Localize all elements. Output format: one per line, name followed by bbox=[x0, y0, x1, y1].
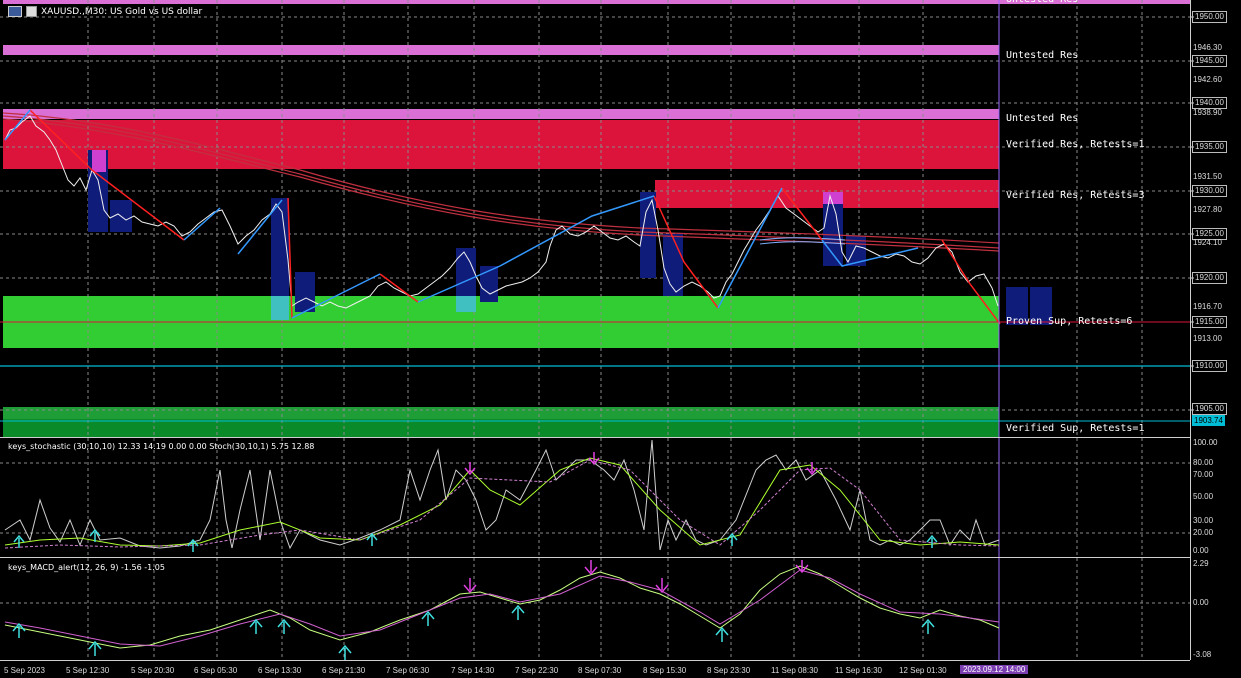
macd-line bbox=[4, 565, 1000, 649]
stoch-main-line bbox=[4, 439, 1000, 551]
price-label: 1942.60 bbox=[1193, 75, 1222, 84]
price-label: 1905.00 bbox=[1192, 403, 1227, 415]
zone-label-proven-sup: Proven Sup, Retests=6 bbox=[1006, 316, 1133, 327]
stoch-dashed-line bbox=[4, 459, 1000, 549]
price-label: 1935.00 bbox=[1192, 141, 1227, 153]
ma-blue-lines bbox=[759, 237, 846, 245]
macd-up-arrows bbox=[12, 604, 935, 660]
main-pane[interactable] bbox=[0, 0, 1190, 437]
price-label: 1950.00 bbox=[1192, 11, 1227, 23]
zone-label-verified-res-1: Verified Res, Retests=1 bbox=[1006, 139, 1145, 150]
chart-window-icon[interactable] bbox=[26, 6, 37, 17]
stoch-signal-line bbox=[4, 457, 1000, 547]
price-label: 1938.90 bbox=[1193, 108, 1222, 117]
macd-axis-label: 0.00 bbox=[1193, 598, 1209, 607]
price-label: 1931.50 bbox=[1193, 172, 1222, 181]
time-label: 7 Sep 14:30 bbox=[451, 666, 495, 675]
macd-down-arrows bbox=[463, 560, 809, 594]
time-label: 7 Sep 06:30 bbox=[386, 666, 430, 675]
price-label: 1925.00 bbox=[1192, 228, 1227, 240]
time-label: 8 Sep 15:30 bbox=[643, 666, 687, 675]
cursor-time-label: 2023.09.12 14:00 bbox=[960, 665, 1029, 674]
time-label: 8 Sep 23:30 bbox=[707, 666, 751, 675]
time-label: 7 Sep 22:30 bbox=[515, 666, 559, 675]
untested-res-zone-1946 bbox=[3, 45, 999, 55]
time-label: 12 Sep 01:30 bbox=[899, 666, 947, 675]
stoch-axis-label: 70.00 bbox=[1193, 470, 1214, 479]
time-label: 11 Sep 16:30 bbox=[835, 666, 883, 675]
time-label: 5 Sep 2023 bbox=[4, 666, 45, 675]
time-label: 8 Sep 07:30 bbox=[578, 666, 622, 675]
untested-res-zone-1939 bbox=[3, 109, 999, 119]
zone-label-verified-res-3: Verified Res, Retests=3 bbox=[1006, 190, 1145, 201]
pane-separators bbox=[0, 0, 1191, 661]
current-price-label: 1903.74 bbox=[1192, 415, 1225, 426]
macd-pane[interactable] bbox=[0, 565, 1190, 649]
price-label: 1920.00 bbox=[1192, 272, 1227, 284]
stoch-axis-label: 20.00 bbox=[1193, 528, 1214, 537]
price-label: 1946.30 bbox=[1193, 43, 1222, 52]
macd-indicator-label: keys_MACD_alert(12, 26, 9) -1.56 -1.05 bbox=[8, 563, 165, 572]
stoch-axis-label: 50.00 bbox=[1193, 492, 1214, 501]
price-label: 1945.00 bbox=[1192, 55, 1227, 67]
chart-title: XAUUSD.,M30: US Gold vs US dollar bbox=[8, 6, 202, 17]
macd-axis-label: -3.08 bbox=[1193, 650, 1212, 659]
stoch-up-arrows bbox=[13, 528, 938, 552]
macd-axis-label: 2.29 bbox=[1193, 559, 1209, 568]
stoch-axis-label: 30.00 bbox=[1193, 516, 1214, 525]
stoch-axis-label: 100.00 bbox=[1193, 438, 1218, 447]
time-label: 5 Sep 20:30 bbox=[131, 666, 175, 675]
stoch-axis-label: 80.00 bbox=[1193, 458, 1214, 467]
price-label: 1927.80 bbox=[1193, 205, 1222, 214]
stoch-down-arrows bbox=[464, 452, 818, 476]
price-label: 1915.00 bbox=[1192, 316, 1227, 328]
price-label: 1940.00 bbox=[1192, 97, 1227, 109]
price-label: 1916.70 bbox=[1193, 302, 1222, 311]
zone-label-verified-sup: Verified Sup, Retests=1 bbox=[1006, 423, 1145, 434]
price-label: 1910.00 bbox=[1192, 360, 1227, 372]
time-label: 6 Sep 21:30 bbox=[322, 666, 366, 675]
verified-res-zone-1935 bbox=[3, 120, 999, 169]
stoch-axis-label: 0.00 bbox=[1193, 546, 1209, 555]
zigzag-down bbox=[29, 109, 1001, 325]
stochastic-indicator-label: keys_stochastic (30,10,10) 12.33 14.19 0… bbox=[8, 442, 315, 451]
symbol-title: XAUUSD.,M30: US Gold vs US dollar bbox=[41, 6, 203, 17]
time-label: 5 Sep 12:30 bbox=[66, 666, 110, 675]
macd-signal-line bbox=[4, 569, 1000, 647]
zone-label-untested-res-2: Untested Res bbox=[1006, 113, 1079, 124]
verified-sup-zone-top bbox=[3, 407, 999, 419]
untested-res-zone-top bbox=[3, 0, 1190, 4]
time-label: 6 Sep 13:30 bbox=[258, 666, 302, 675]
chart-menu-icon[interactable] bbox=[8, 6, 22, 17]
stochastic-pane[interactable] bbox=[0, 439, 1190, 551]
price-candles bbox=[4, 115, 999, 309]
time-label: 11 Sep 08:30 bbox=[771, 666, 819, 675]
price-label: 1930.00 bbox=[1192, 185, 1227, 197]
zone-label-top: Untested Res bbox=[1006, 0, 1078, 5]
time-label: 6 Sep 05:30 bbox=[194, 666, 238, 675]
zigzag-up bbox=[4, 109, 919, 319]
zone-label-untested-res-1: Untested Res bbox=[1006, 50, 1079, 61]
price-label: 1913.00 bbox=[1193, 334, 1222, 343]
price-label: 1924.10 bbox=[1193, 238, 1222, 247]
